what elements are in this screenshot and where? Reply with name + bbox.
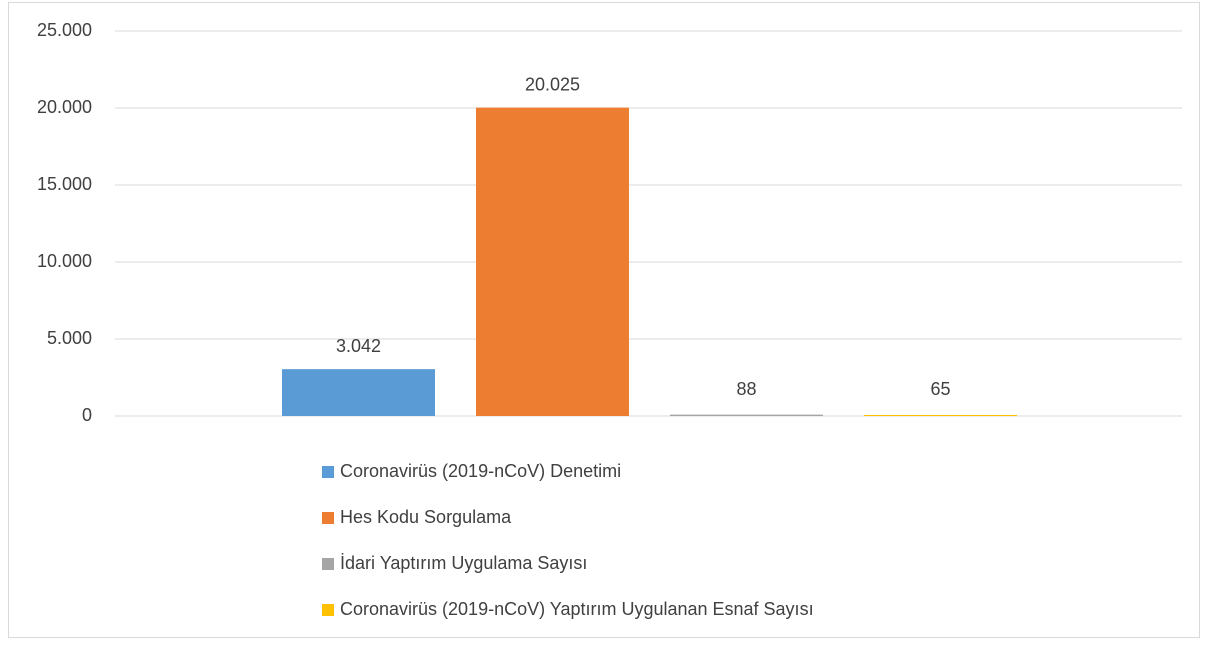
data-label: 88 xyxy=(736,379,756,399)
legend-label: İdari Yaptırım Uygulama Sayısı xyxy=(340,553,587,573)
legend-swatch xyxy=(322,466,334,478)
bar xyxy=(282,369,435,416)
legend-swatch xyxy=(322,604,334,616)
y-tick-label: 5.000 xyxy=(47,328,92,348)
data-label: 3.042 xyxy=(336,336,381,356)
legend-label: Hes Kodu Sorgulama xyxy=(340,507,512,527)
bar xyxy=(864,414,1017,416)
data-label: 65 xyxy=(930,379,950,399)
legend-swatch xyxy=(322,512,334,524)
bar xyxy=(670,414,823,416)
y-tick-label: 0 xyxy=(82,405,92,425)
legend-label: Coronavirüs (2019-nCoV) Denetimi xyxy=(340,461,621,481)
y-tick-label: 25.000 xyxy=(37,20,92,40)
y-tick-label: 10.000 xyxy=(37,251,92,271)
legend-label: Coronavirüs (2019-nCoV) Yaptırım Uygulan… xyxy=(340,599,814,619)
y-tick-label: 15.000 xyxy=(37,174,92,194)
bar xyxy=(476,107,629,417)
data-label: 20.025 xyxy=(525,74,580,94)
legend-swatch xyxy=(322,558,334,570)
y-tick-label: 20.000 xyxy=(37,97,92,117)
